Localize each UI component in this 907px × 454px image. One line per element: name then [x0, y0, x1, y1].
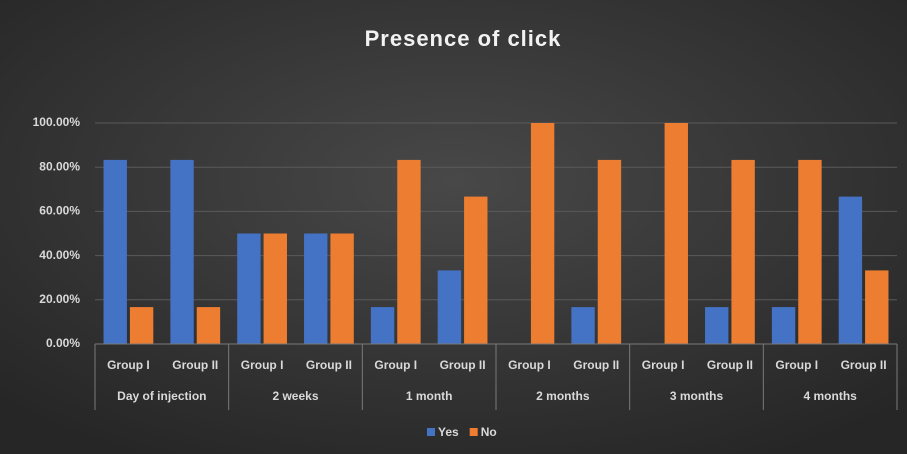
x-tick-label: Group II	[841, 358, 887, 372]
bar	[437, 270, 462, 344]
x-tick-label: Group II	[172, 358, 218, 372]
x-tick-label: Group I	[107, 358, 150, 372]
y-tick-label: 20.00%	[39, 292, 80, 306]
bar	[263, 233, 287, 344]
bar	[664, 123, 688, 344]
y-tick-label: 80.00%	[39, 159, 80, 173]
y-tick-label: 0.00%	[46, 336, 80, 350]
group-label: 2 weeks	[272, 389, 318, 403]
bar	[170, 159, 194, 344]
bar	[129, 307, 154, 344]
group-label: 2 months	[536, 389, 590, 403]
bar	[304, 233, 328, 344]
group-label: 4 months	[803, 389, 857, 403]
x-tick-label: Group II	[440, 358, 486, 372]
x-tick-label: Group I	[374, 358, 417, 372]
group-label: 3 months	[670, 389, 724, 403]
bar	[370, 307, 395, 344]
bar	[397, 159, 421, 344]
bar	[464, 196, 488, 344]
chart-title: Presence of click	[365, 26, 562, 51]
group-label: 1 month	[406, 389, 453, 403]
bar	[731, 159, 755, 344]
bar	[530, 123, 555, 344]
legend-label: Yes	[438, 425, 459, 439]
y-tick-label: 60.00%	[39, 204, 80, 218]
bar	[705, 307, 729, 344]
y-tick-label: 100.00%	[33, 115, 81, 129]
bar	[103, 159, 127, 344]
x-tick-label: Group II	[707, 358, 753, 372]
bar	[597, 159, 622, 344]
legend-swatch	[427, 428, 435, 436]
bar	[237, 233, 261, 344]
bar	[865, 270, 889, 344]
bar	[771, 307, 796, 344]
group-label: Day of injection	[117, 389, 206, 403]
bar	[798, 159, 822, 344]
x-tick-label: Group II	[573, 358, 619, 372]
legend-swatch	[469, 428, 478, 436]
bar	[571, 307, 595, 344]
x-tick-label: Group I	[775, 358, 818, 372]
bar	[330, 233, 354, 344]
x-tick-label: Group II	[306, 358, 352, 372]
x-tick-label: Group I	[241, 358, 284, 372]
x-tick-label: Group I	[642, 358, 685, 372]
bar	[196, 307, 221, 344]
legend-label: No	[481, 425, 497, 439]
bar	[838, 196, 863, 344]
y-tick-label: 40.00%	[39, 248, 80, 262]
x-tick-label: Group I	[508, 358, 551, 372]
